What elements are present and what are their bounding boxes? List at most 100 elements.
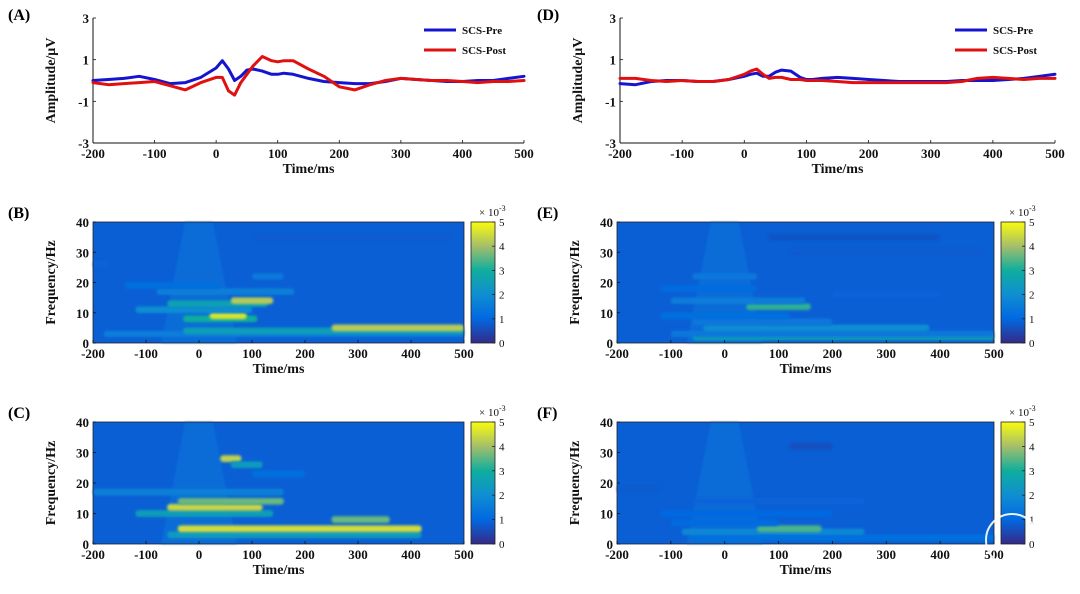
y-tick-label: 40 [600, 415, 613, 430]
x-tick-label: 200 [295, 547, 315, 562]
x-tick-label: -100 [659, 547, 683, 562]
panel-d: (D) SCS-Pre SCS-Post -200 -100 0 100 200 300 400 5… [537, 7, 1065, 177]
y-tick-label: 20 [76, 276, 89, 291]
heatmap-band [660, 312, 790, 320]
x-axis-label: Time/ms [283, 162, 335, 177]
series-line-scs-post [91, 55, 526, 97]
colorbar [470, 421, 496, 545]
panel-b: (B) 0 1 2 3 4 5× 10-3 -200 -100 0 100 200 300 400 500 0… [8, 204, 506, 377]
colorbar-multiplier: × 10-3 [479, 404, 506, 419]
heatmap-band [167, 504, 263, 511]
y-tick-label: 0 [83, 336, 90, 351]
x-tick-label: 100 [242, 346, 262, 361]
x-tick-label: 200 [330, 146, 350, 161]
panel-e: (E) 0 1 2 3 4 5× 10-3 -200 -100 0 100 200 300 400 500 0… [537, 204, 1036, 377]
colorbar-multiplier-exponent: -3 [1029, 404, 1036, 413]
colorbar-tick-label: 5 [1029, 217, 1035, 229]
series-line-scs-post [618, 67, 1057, 85]
x-tick-label: 400 [453, 146, 473, 161]
y-axis-label: Frequency/Hz [44, 441, 59, 526]
colorbar-tick-label: 0 [1029, 539, 1035, 551]
colorbar-multiplier: × 10-3 [479, 204, 506, 219]
x-axis-label: Time/ms [780, 362, 832, 377]
colorbar-multiplier: × 10-3 [1009, 204, 1036, 219]
panel-label: (E) [537, 205, 558, 222]
x-tick-label: 500 [1045, 146, 1065, 161]
colorbar [470, 221, 496, 344]
heatmap-band [331, 516, 390, 523]
colorbar-tick-label: 2 [499, 290, 505, 302]
y-tick-label: 30 [600, 245, 613, 260]
colorbar [1000, 421, 1026, 545]
x-tick-label: 400 [983, 146, 1003, 161]
panel-label: (D) [537, 7, 559, 24]
colorbar-tick-label: 1 [1029, 314, 1035, 326]
colorbar-multiplier-exponent: -3 [1029, 204, 1036, 213]
colorbar-tick-label: 4 [1029, 241, 1035, 253]
colorbar-tick-label: 4 [1029, 441, 1035, 453]
x-tick-label: 0 [741, 146, 748, 161]
y-axis-label: Frequency/Hz [44, 240, 59, 325]
heatmap-band [692, 318, 833, 326]
y-tick-label: 20 [76, 476, 89, 491]
x-tick-label: 300 [877, 346, 897, 361]
x-tick-label: -100 [134, 547, 158, 562]
watermark-circle [985, 513, 1039, 567]
x-axis-label: Time/ms [253, 563, 305, 578]
colorbar-tick-label: 0 [499, 338, 505, 350]
y-tick-label: 10 [600, 306, 613, 321]
y-tick-label: 10 [600, 507, 613, 522]
legend-label: SCS-Pre [993, 25, 1033, 37]
y-tick-label: 20 [600, 476, 613, 491]
y-axis-label: Frequency/Hz [568, 240, 583, 325]
x-tick-label: 500 [454, 346, 474, 361]
colorbar-tick-label: 2 [499, 490, 505, 502]
y-tick-label: -3 [78, 136, 89, 151]
x-tick-label: 400 [930, 547, 950, 562]
heatmap-band [660, 285, 758, 292]
y-tick-label: 30 [76, 245, 89, 260]
heatmap-band [617, 485, 661, 493]
heatmap-band [93, 488, 284, 496]
heatmap-band [124, 282, 221, 289]
x-axis-label: Time/ms [780, 563, 832, 578]
heatmap-band [252, 233, 454, 241]
heatmap-band [177, 525, 422, 533]
y-tick-label: 30 [600, 446, 613, 461]
x-tick-label: 400 [401, 547, 421, 562]
x-tick-label: 200 [295, 346, 315, 361]
x-tick-label: 100 [769, 547, 789, 562]
colorbar-tick-label: 5 [499, 217, 505, 229]
y-tick-label: 10 [76, 507, 89, 522]
y-axis-label: Frequency/Hz [568, 441, 583, 526]
y-tick-label: 1 [83, 53, 90, 68]
y-tick-label: 20 [600, 276, 613, 291]
x-tick-label: 300 [921, 146, 941, 161]
colorbar-multiplier-base: × 10 [479, 407, 499, 419]
colorbar-tick-label: 2 [1029, 490, 1035, 502]
colorbar-multiplier-exponent: -3 [499, 204, 506, 213]
panel-label: (A) [8, 7, 30, 24]
heatmap-band [746, 303, 811, 311]
x-tick-label: 0 [196, 346, 203, 361]
panel-a: (A) SCS-Pre SCS-Post -200 -100 0 100 200 300 400 5… [8, 7, 534, 177]
y-tick-label: 1 [610, 53, 617, 68]
x-tick-label: 300 [877, 547, 897, 562]
x-tick-label: -200 [81, 346, 105, 361]
heatmap-band [93, 261, 109, 268]
heatmap-band [177, 497, 284, 505]
colorbar-tick-label: 5 [1029, 417, 1035, 429]
y-tick-label: 0 [607, 336, 614, 351]
colorbar-tick-label: 3 [1029, 265, 1035, 277]
heatmap-band [660, 510, 833, 517]
heatmap-band [230, 297, 274, 304]
y-tick-label: 40 [76, 415, 89, 430]
x-tick-label: 500 [454, 547, 474, 562]
x-tick-label: -100 [670, 146, 694, 161]
x-tick-label: 300 [348, 346, 368, 361]
colorbar-tick-label: 2 [1029, 290, 1035, 302]
x-tick-label: 300 [348, 547, 368, 562]
x-tick-label: 200 [859, 146, 879, 161]
x-axis-label: Time/ms [812, 162, 864, 177]
x-tick-label: 100 [268, 146, 288, 161]
